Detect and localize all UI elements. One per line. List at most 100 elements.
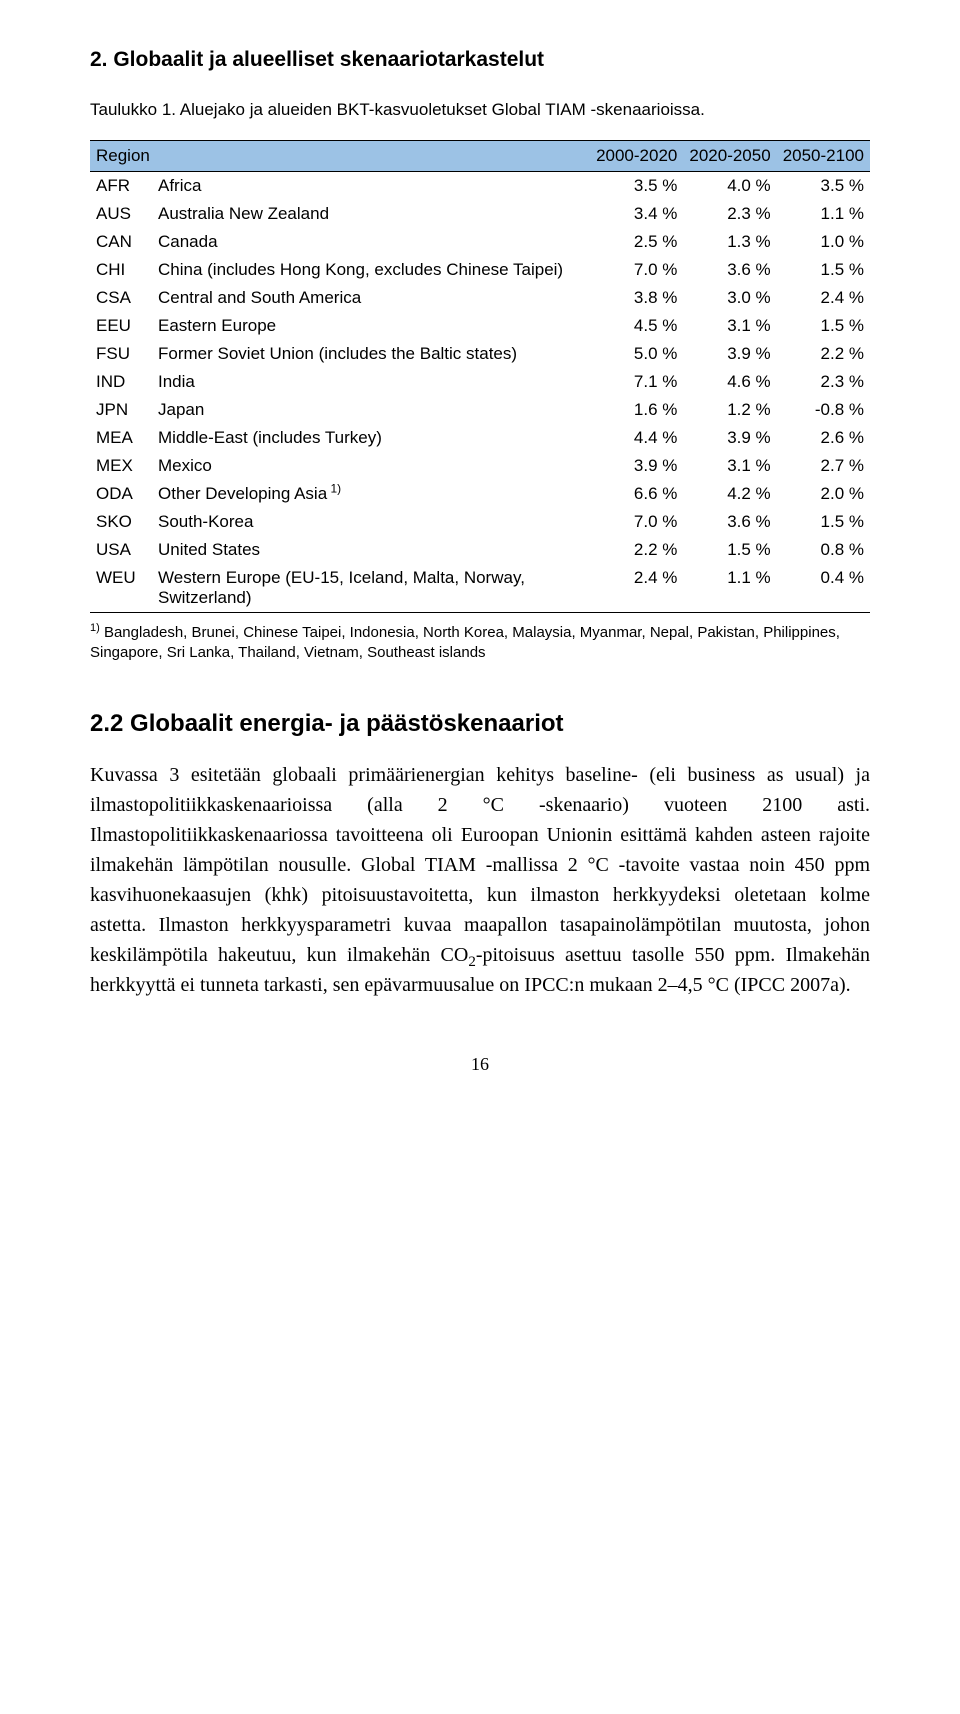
cell-code: MEA [90,424,152,452]
table-row: SKOSouth-Korea7.0 %3.6 %1.5 % [90,508,870,536]
cell-desc: China (includes Hong Kong, excludes Chin… [152,256,590,284]
cell-value: 2.2 % [590,536,683,564]
table-row: EEUEastern Europe4.5 %3.1 %1.5 % [90,312,870,340]
table-row: ODAOther Developing Asia 1)6.6 %4.2 %2.0… [90,480,870,508]
cell-value: 1.6 % [590,396,683,424]
table-row: CSACentral and South America3.8 %3.0 %2.… [90,284,870,312]
cell-value: 1.0 % [777,228,870,256]
cell-value: 2.6 % [777,424,870,452]
cell-desc: Canada [152,228,590,256]
cell-value: 3.9 % [590,452,683,480]
cell-value: 5.0 % [590,340,683,368]
cell-code: AFR [90,172,152,201]
cell-code: SKO [90,508,152,536]
cell-code: FSU [90,340,152,368]
section-heading: 2. Globaalit ja alueelliset skenaariotar… [90,48,870,72]
cell-value: 3.4 % [590,200,683,228]
cell-desc: Middle-East (includes Turkey) [152,424,590,452]
cell-value: 2.5 % [590,228,683,256]
cell-value: 3.8 % [590,284,683,312]
cell-code: MEX [90,452,152,480]
cell-value: 7.0 % [590,508,683,536]
cell-desc: Eastern Europe [152,312,590,340]
cell-value: 2.4 % [777,284,870,312]
col-period-2: 2020-2050 [683,141,776,172]
cell-desc: India [152,368,590,396]
cell-value: 3.5 % [777,172,870,201]
table-row: CHIChina (includes Hong Kong, excludes C… [90,256,870,284]
cell-desc: Other Developing Asia 1) [152,480,590,508]
cell-value: 6.6 % [590,480,683,508]
cell-value: 2.3 % [683,200,776,228]
co2-subscript: 2 [468,954,476,970]
cell-value: 3.9 % [683,340,776,368]
col-region: Region [90,141,590,172]
table-row: FSUFormer Soviet Union (includes the Bal… [90,340,870,368]
cell-value: 7.1 % [590,368,683,396]
table-row: AFRAfrica3.5 %4.0 %3.5 % [90,172,870,201]
col-period-3: 2050-2100 [777,141,870,172]
subsection-heading: 2.2 Globaalit energia- ja päästöskenaari… [90,710,870,738]
cell-code: CAN [90,228,152,256]
cell-value: 3.6 % [683,256,776,284]
table-row: MEXMexico3.9 %3.1 %2.7 % [90,452,870,480]
cell-value: 2.4 % [590,564,683,613]
para-pre: Kuvassa 3 esitetään globaali primääriene… [90,764,870,966]
cell-code: CSA [90,284,152,312]
col-period-1: 2000-2020 [590,141,683,172]
table-row: USAUnited States2.2 %1.5 %0.8 % [90,536,870,564]
cell-code: ODA [90,480,152,508]
cell-desc: Central and South America [152,284,590,312]
cell-code: WEU [90,564,152,613]
cell-desc: Former Soviet Union (includes the Baltic… [152,340,590,368]
cell-value: 3.6 % [683,508,776,536]
cell-code: CHI [90,256,152,284]
table-row: WEUWestern Europe (EU-15, Iceland, Malta… [90,564,870,613]
cell-value: 0.8 % [777,536,870,564]
cell-desc: South-Korea [152,508,590,536]
cell-value: 3.1 % [683,312,776,340]
cell-value: 1.5 % [777,256,870,284]
body-paragraph: Kuvassa 3 esitetään globaali primääriene… [90,760,870,1000]
cell-value: 2.2 % [777,340,870,368]
table-row: MEAMiddle-East (includes Turkey)4.4 %3.9… [90,424,870,452]
footnote-marker: 1) [90,622,100,634]
cell-code: USA [90,536,152,564]
cell-desc: Africa [152,172,590,201]
table-row: CANCanada2.5 %1.3 %1.0 % [90,228,870,256]
cell-desc: Mexico [152,452,590,480]
cell-value: 1.5 % [777,508,870,536]
cell-desc: Japan [152,396,590,424]
cell-value: 4.0 % [683,172,776,201]
table-header-row: Region 2000-2020 2020-2050 2050-2100 [90,141,870,172]
cell-value: 1.2 % [683,396,776,424]
cell-desc: Western Europe (EU-15, Iceland, Malta, N… [152,564,590,613]
cell-desc: Australia New Zealand [152,200,590,228]
table-row: JPNJapan1.6 %1.2 %-0.8 % [90,396,870,424]
table-caption: Taulukko 1. Aluejako ja alueiden BKT-kas… [90,100,870,120]
cell-value: 4.2 % [683,480,776,508]
footnote-text: Bangladesh, Brunei, Chinese Taipei, Indo… [90,624,840,661]
cell-value: 3.1 % [683,452,776,480]
cell-value: 3.9 % [683,424,776,452]
cell-value: 4.4 % [590,424,683,452]
cell-value: 1.1 % [683,564,776,613]
cell-value: 7.0 % [590,256,683,284]
cell-value: 1.5 % [683,536,776,564]
cell-value: 3.0 % [683,284,776,312]
cell-value: 1.1 % [777,200,870,228]
cell-value: 2.7 % [777,452,870,480]
cell-value: 3.5 % [590,172,683,201]
cell-code: JPN [90,396,152,424]
cell-value: 4.6 % [683,368,776,396]
cell-code: AUS [90,200,152,228]
desc-sup: 1) [327,481,341,495]
table-row: INDIndia7.1 %4.6 %2.3 % [90,368,870,396]
cell-value: 1.5 % [777,312,870,340]
region-table: Region 2000-2020 2020-2050 2050-2100 AFR… [90,140,870,613]
cell-code: EEU [90,312,152,340]
cell-value: 0.4 % [777,564,870,613]
page-number: 16 [90,1054,870,1075]
cell-desc: United States [152,536,590,564]
cell-code: IND [90,368,152,396]
